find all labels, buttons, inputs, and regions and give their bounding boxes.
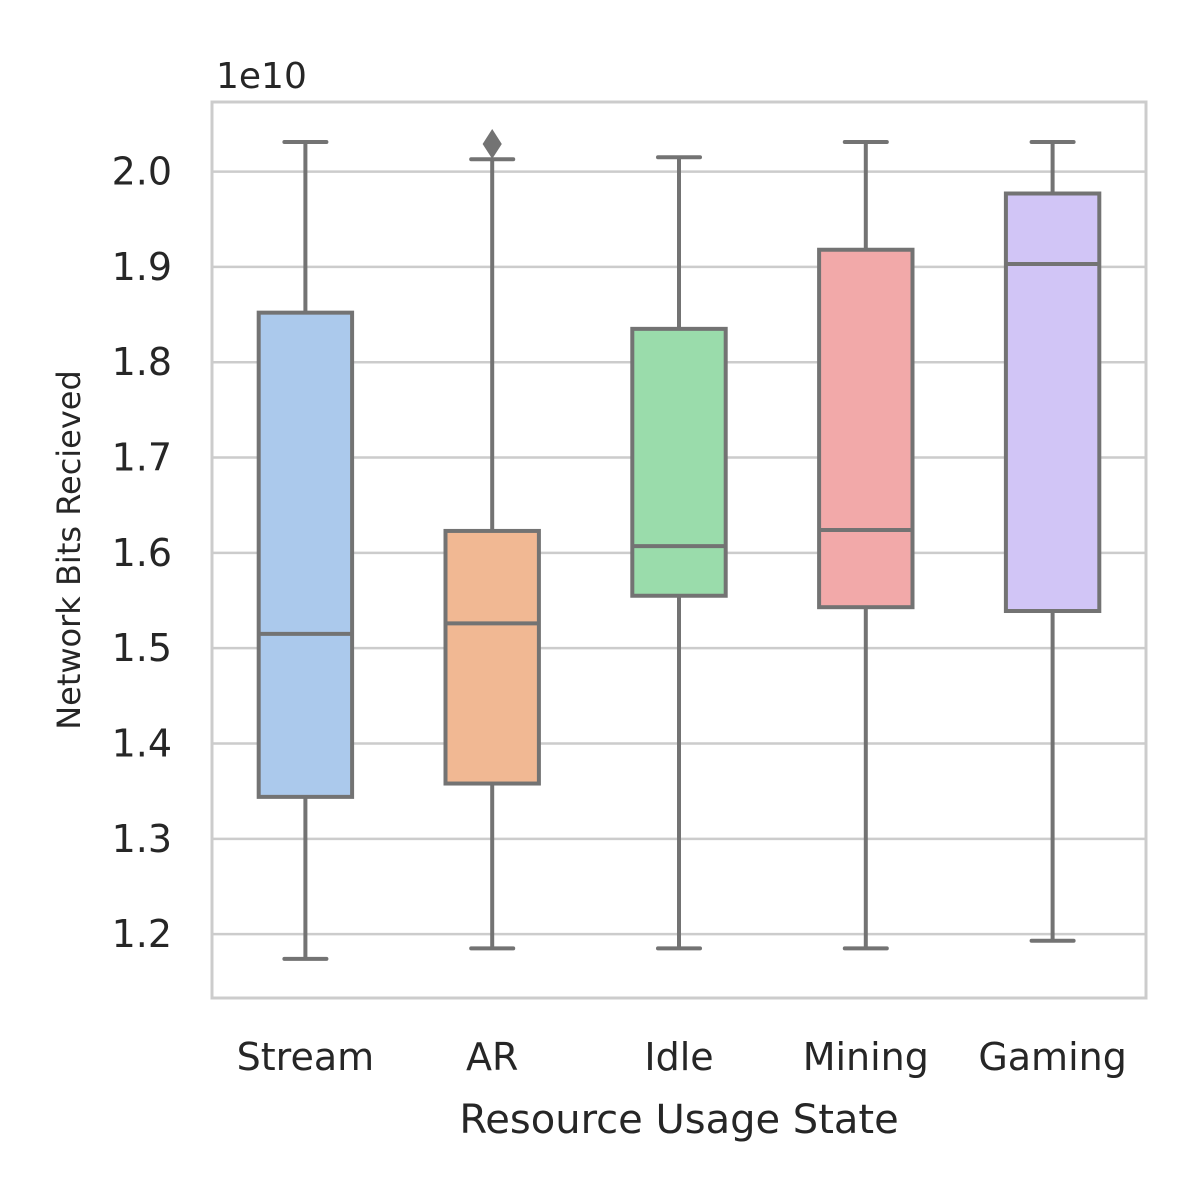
y-tick-label: 1.8 [112, 340, 172, 384]
iqr-box [1003, 191, 1102, 614]
y-tick-label: 1.4 [112, 721, 172, 765]
box-group-mining [817, 140, 915, 951]
iqr-box [256, 310, 355, 799]
box-group-gaming [1003, 140, 1102, 943]
outlier-marker [482, 129, 502, 159]
iqr-box [630, 326, 728, 598]
y-tick-label: 1.6 [112, 531, 172, 575]
y-tick-label: 1.9 [112, 245, 172, 289]
x-category-label-idle: Idle [644, 1035, 713, 1079]
x-category-label-stream: Stream [237, 1035, 375, 1079]
y-offset-label: 1e10 [216, 56, 307, 97]
x-axis-title: Resource Usage State [459, 1097, 898, 1143]
box-group-ar [443, 129, 541, 951]
iqr-box [817, 247, 915, 610]
y-tick-label: 1.2 [112, 912, 172, 956]
x-category-label-gaming: Gaming [978, 1035, 1127, 1079]
y-tick-label: 1.5 [112, 626, 172, 670]
y-axis-title: Network Bits Recieved [50, 370, 88, 730]
plot-area-frame [210, 100, 1148, 1000]
box-group-stream [256, 140, 355, 961]
iqr-box [443, 528, 541, 786]
y-tick-labels: 1.2 1.3 1.4 1.5 1.6 1.7 1.8 1.9 2.0 [112, 150, 172, 957]
x-category-labels: Stream AR Idle Mining Gaming [237, 1035, 1127, 1079]
x-category-label-mining: Mining [803, 1035, 929, 1079]
x-category-label-ar: AR [466, 1035, 518, 1079]
box-group-idle [630, 155, 728, 951]
boxes [256, 129, 1102, 961]
y-tick-label: 2.0 [112, 150, 172, 194]
y-tick-label: 1.7 [112, 436, 172, 480]
y-tick-label: 1.3 [112, 817, 172, 861]
